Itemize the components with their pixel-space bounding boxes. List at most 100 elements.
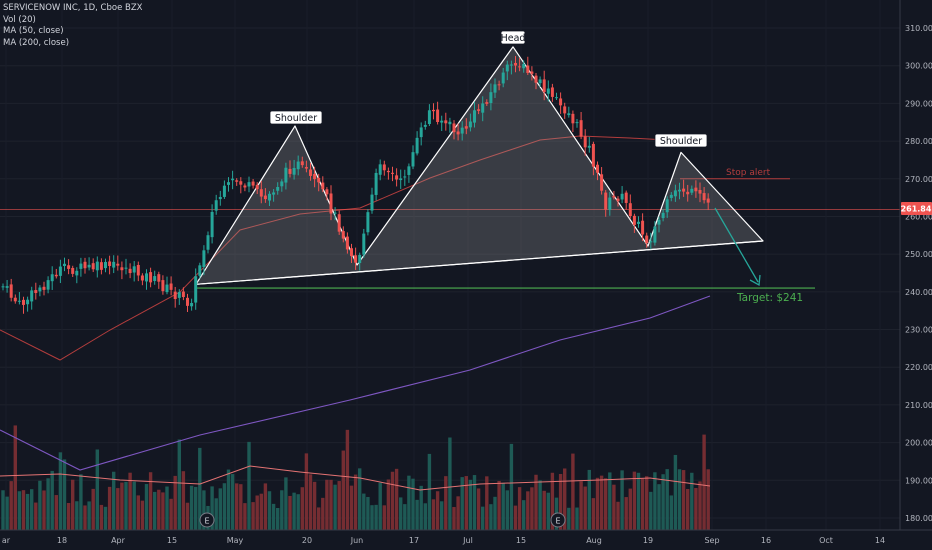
target-label: Target: $241 [736, 292, 803, 304]
price-tick-label: 300.00 [905, 62, 932, 71]
candle-body [116, 263, 120, 266]
candle-body [448, 121, 452, 125]
candle-body [489, 92, 493, 104]
candle-body [526, 65, 530, 73]
candle-body [251, 181, 255, 186]
volume-bar [378, 482, 382, 530]
candle-body [329, 193, 333, 214]
earnings-marker[interactable]: E [550, 512, 566, 528]
candle-body [612, 195, 616, 198]
candle-body [42, 286, 46, 290]
candle-body [288, 168, 292, 174]
volume-bar [456, 496, 460, 530]
candle-body [579, 120, 583, 137]
candle-body [99, 262, 103, 270]
volume-bar [87, 501, 91, 530]
candle-body [432, 109, 435, 112]
volume-bar [263, 483, 268, 530]
candle-body [157, 274, 161, 282]
volume-bar [91, 488, 95, 530]
candle-body [518, 66, 522, 68]
volume-bar [75, 501, 79, 530]
candle-body [17, 300, 21, 302]
time-tick-label: Jul [462, 536, 473, 545]
volume-bar [194, 486, 198, 530]
time-tick-label: 19 [643, 536, 653, 545]
candle-body [690, 188, 694, 193]
candle-body [202, 250, 206, 268]
projection-arrow[interactable] [714, 207, 759, 283]
volume-bar [460, 477, 464, 530]
volume-bar [62, 459, 67, 530]
symbol-title[interactable]: SERVICENOW INC, 1D, Cboe BZX [3, 3, 143, 13]
candle-body [300, 161, 304, 166]
candle-body [341, 231, 345, 239]
volume-bar [386, 479, 391, 530]
candle-body [587, 145, 591, 148]
candle-body [145, 273, 148, 282]
ma200-indicator-label[interactable]: MA (200, close) [3, 37, 70, 48]
volume-bar [9, 481, 13, 530]
right-shoulder-label-box [654, 133, 708, 148]
volume-bar [132, 481, 136, 530]
volume-bar [665, 469, 669, 530]
candle-body [247, 182, 251, 187]
price-axis[interactable]: 310.00 300.00 290.00 280.00 270.00 260.00 250.… [899, 0, 932, 530]
candle-body [222, 185, 226, 197]
volume-bar [382, 505, 386, 530]
price-tick-label: 220.00 [905, 363, 932, 372]
volume-bar [280, 490, 284, 530]
candle-body [87, 264, 91, 268]
volume-bar [526, 491, 530, 530]
candle-body [128, 268, 132, 274]
volume-bar [124, 481, 128, 530]
volume-bar [501, 483, 505, 530]
candle-body [415, 137, 419, 154]
ma50-indicator-label[interactable]: MA (50, close) [3, 26, 64, 36]
candle-body [452, 123, 456, 133]
earnings-marker-label: E [204, 517, 209, 526]
candle-body [682, 188, 686, 192]
volume-bar [702, 434, 706, 530]
volume-bar [230, 474, 235, 530]
volume-bar [505, 490, 509, 530]
volume-bar [66, 502, 71, 530]
volume-indicator-label[interactable]: Vol (20) [3, 14, 36, 25]
volume-bar [349, 485, 354, 530]
candle-body [345, 236, 349, 250]
volume-bar [522, 500, 526, 530]
candle-body [333, 212, 337, 214]
candle-body [337, 214, 341, 232]
volume-bar [468, 479, 473, 530]
volume-bar [222, 483, 227, 530]
candle-body [231, 178, 235, 181]
neckline[interactable] [195, 240, 764, 285]
volume-bar [673, 454, 678, 530]
earnings-marker[interactable]: E [199, 512, 215, 528]
time-tick-label: 15 [167, 536, 177, 545]
volume-bar [534, 474, 538, 530]
volume-bar [423, 503, 427, 530]
candle-body [259, 189, 263, 197]
volume-bar [653, 472, 657, 530]
time-axis[interactable]: ar 18 Apr 15 May 20 Jun 17 Jul 15 Aug 19 Sep 16 Oct 14 [0, 529, 932, 545]
candle-body [436, 109, 440, 123]
time-tick-label: 16 [761, 536, 771, 545]
volume-bar [636, 472, 641, 530]
candle-body [132, 266, 136, 273]
candle-body [321, 182, 325, 190]
volume-bar [419, 485, 423, 530]
volume-bar [337, 481, 341, 530]
volume-bar [530, 487, 534, 530]
candle-body [296, 161, 300, 170]
candle-body [575, 122, 579, 124]
candle-body [63, 263, 66, 266]
candle-body [411, 152, 415, 167]
candles [1, 56, 710, 314]
candle-body [386, 170, 390, 173]
volume-bar [107, 486, 112, 530]
volume-bar [546, 492, 550, 530]
volume-bar [481, 506, 485, 530]
